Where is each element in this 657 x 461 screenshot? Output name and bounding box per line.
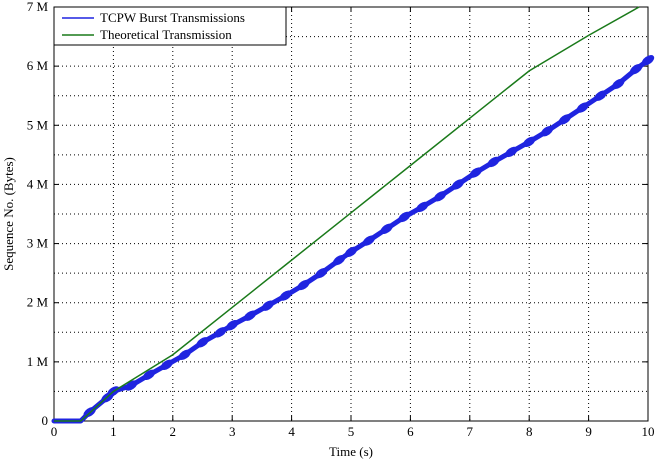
tcpw-burst-point [332, 254, 346, 266]
x-tick-labels: 0 1 2 3 4 5 6 7 8 9 10 [51, 424, 655, 439]
series-theoretical-line [54, 6, 640, 422]
grid-lines [54, 7, 648, 421]
y-tick-label: 6 M [27, 58, 49, 73]
x-tick-label: 1 [110, 424, 117, 439]
legend: TCPW Burst Transmissions Theoretical Tra… [53, 6, 287, 46]
y-tick-label: 7 M [27, 0, 49, 14]
tcpw-burst-point [433, 191, 447, 202]
y-tick-label: 1 M [27, 354, 49, 369]
x-tick-label: 4 [288, 424, 295, 439]
y-tick-label: 0 [42, 413, 49, 428]
y-tick-label: 3 M [27, 236, 49, 251]
x-tick-label: 0 [51, 424, 58, 439]
x-tick-label: 10 [642, 424, 655, 439]
tcpw-burst-point [469, 167, 482, 178]
tcpw-burst-point [416, 201, 429, 213]
tcpw-burst-point [297, 279, 310, 291]
series-tcpw-burst-line [51, 57, 651, 424]
y-tick-label: 2 M [27, 295, 49, 310]
y-tick-label: 4 M [27, 176, 49, 191]
tcpw-burst-point [196, 337, 209, 348]
tcpw-burst-point [576, 102, 589, 113]
tcpw-burst-point [214, 327, 227, 338]
tcpw-burst-point [226, 320, 239, 331]
x-axis-label: Time (s) [329, 444, 373, 459]
tcpw-burst-point [451, 179, 465, 190]
x-tick-label: 7 [467, 424, 474, 439]
tcpw-burst-point [142, 369, 156, 381]
tcpw-burst-point [160, 359, 174, 370]
tcpw-burst-point [344, 246, 358, 258]
legend-label-tcpw: TCPW Burst Transmissions [100, 10, 245, 25]
tcpw-burst-point [243, 310, 257, 321]
tcpw-burst-point [523, 136, 536, 148]
x-tick-label: 3 [229, 424, 236, 439]
x-tick-label: 9 [585, 424, 592, 439]
tcpw-burst-point [540, 126, 554, 137]
x-tick-label: 6 [407, 424, 414, 439]
x-tick-label: 2 [170, 424, 177, 439]
y-tick-label: 5 M [27, 117, 49, 132]
tcpw-burst-point [641, 55, 655, 66]
series-layer [51, 6, 655, 424]
tcpw-burst-point [487, 156, 500, 168]
legend-box [53, 6, 287, 46]
tcpw-burst-point [629, 63, 643, 75]
x-tick-label: 8 [526, 424, 533, 439]
tcpw-burst-point [594, 90, 607, 101]
y-axis-label: Sequence No. (Bytes) [1, 157, 16, 271]
y-tick-labels: 0 1 M 2 M 3 M 4 M 5 M 6 M 7 M [27, 0, 49, 428]
x-tick-label: 5 [348, 424, 355, 439]
tcpw-burst-point [178, 349, 191, 360]
legend-label-theoretical: Theoretical Transmission [100, 27, 232, 42]
tcpw-burst-point [362, 235, 375, 246]
tcpw-burst-point [261, 300, 275, 311]
tcpw-burst-point [398, 211, 411, 223]
tcpw-burst-point [505, 146, 518, 158]
tcpw-burst-point [558, 114, 572, 125]
tcpw-burst-point [380, 223, 393, 234]
tcpw-burst-point [612, 78, 625, 90]
tcpw-burst-point [315, 267, 328, 279]
tcpw-burst-point [279, 290, 292, 301]
